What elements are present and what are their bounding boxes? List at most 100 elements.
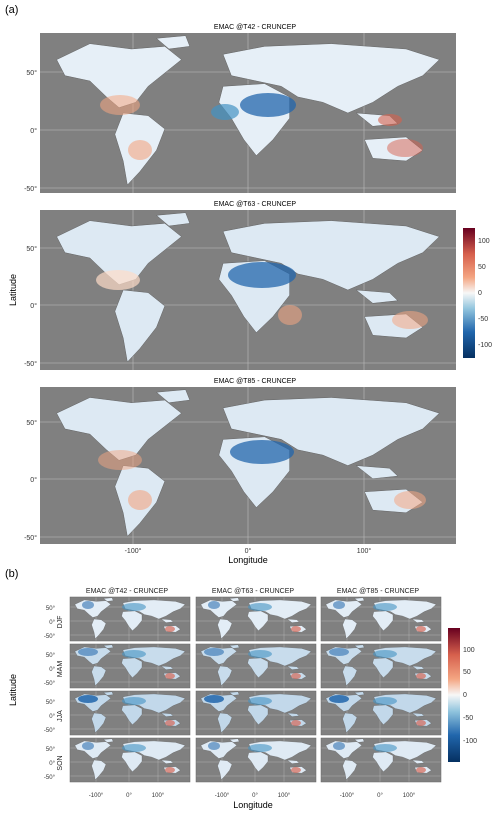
small-map <box>320 643 442 689</box>
map-border <box>69 596 191 642</box>
anomaly-patch <box>416 673 426 679</box>
svg-text:-100: -100 <box>463 738 477 745</box>
svg-text:50°: 50° <box>26 245 37 253</box>
anomaly-patch <box>329 648 349 656</box>
anomaly-patch <box>291 673 301 679</box>
svg-text:0°: 0° <box>30 302 37 310</box>
anomaly-patch <box>82 742 94 750</box>
map-title: EMAC @T42 - CRUNCEP <box>214 24 297 31</box>
small-map <box>195 737 317 783</box>
svg-text:-50°: -50° <box>24 360 37 368</box>
map-border <box>195 596 317 642</box>
svg-text:EMAC @T85 - CRUNCEP: EMAC @T85 - CRUNCEP <box>337 588 420 595</box>
small-map <box>69 690 191 736</box>
anomaly-patch <box>333 601 345 609</box>
small-map <box>69 643 191 689</box>
svg-text:0: 0 <box>463 692 467 699</box>
map-border <box>320 690 442 736</box>
map-t85: EMAC @T85 - CRUNCEP <box>40 378 456 544</box>
svg-text:50°: 50° <box>46 747 56 753</box>
svg-text:0°: 0° <box>49 620 55 626</box>
svg-text:-50°: -50° <box>44 775 56 781</box>
svg-text:-100: -100 <box>478 342 492 349</box>
anomaly-patch <box>373 603 397 611</box>
svg-text:-50°: -50° <box>24 185 37 193</box>
svg-text:100°: 100° <box>403 793 416 799</box>
svg-text:EMAC @T63 - CRUNCEP: EMAC @T63 - CRUNCEP <box>212 588 295 595</box>
svg-text:0°: 0° <box>126 793 132 799</box>
anomaly-patches <box>96 262 428 329</box>
svg-text:0°: 0° <box>245 547 252 555</box>
map-border <box>69 690 191 736</box>
map-border <box>69 737 191 783</box>
anomaly-patch <box>122 603 146 611</box>
svg-text:50°: 50° <box>46 653 56 659</box>
panel-b-colorbar: 100 50 0 -50 -100 <box>448 628 477 762</box>
panel-b-xlabel: Longitude <box>233 800 273 810</box>
small-map <box>195 596 317 642</box>
svg-text:50°: 50° <box>26 69 37 77</box>
panel-b-ylabel: Latitude <box>8 674 18 706</box>
anomaly-patches <box>100 93 423 160</box>
anomaly-patch <box>78 648 98 656</box>
anomaly-patch <box>165 673 175 679</box>
panel-b-y-ticks: 50° 0° -50° 50° 0° -50° 50° 0° -50° 50° 0° -50° <box>44 606 56 781</box>
map-t63: EMAC @T63 - CRUNCEP <box>40 201 456 370</box>
svg-text:50°: 50° <box>46 606 56 612</box>
panel-a-colorbar: 100 50 0 -50 -100 <box>463 228 492 358</box>
anomaly-patch <box>291 626 301 632</box>
svg-text:0°: 0° <box>377 793 383 799</box>
svg-text:-50°: -50° <box>44 634 56 640</box>
svg-text:50: 50 <box>478 264 486 271</box>
svg-text:-100°: -100° <box>89 793 104 799</box>
svg-text:50: 50 <box>463 669 471 676</box>
map-border <box>195 643 317 689</box>
anomaly-patch <box>416 720 426 726</box>
small-map <box>69 737 191 783</box>
svg-text:0°: 0° <box>49 667 55 673</box>
anomaly-patch <box>208 742 220 750</box>
anomaly-patch <box>291 767 301 773</box>
map-border <box>320 737 442 783</box>
anomaly-patch <box>416 767 426 773</box>
anomaly-patch <box>416 626 426 632</box>
anomaly-patch <box>165 767 175 773</box>
anomaly-patch <box>165 720 175 726</box>
svg-text:-100°: -100° <box>125 547 142 555</box>
svg-text:EMAC @T42 - CRUNCEP: EMAC @T42 - CRUNCEP <box>86 588 169 595</box>
anomaly-patch <box>291 720 301 726</box>
svg-text:50°: 50° <box>46 700 56 706</box>
anomaly-patches <box>98 440 426 510</box>
panel-a-ylabel: Latitude <box>8 274 18 306</box>
panel-a-xlabel: Longitude <box>228 555 268 565</box>
svg-text:100°: 100° <box>152 793 165 799</box>
panel-a-y-ticks: 50° 0° -50° 50° 0° -50° 50° 0° -50° <box>24 69 37 542</box>
anomaly-patch <box>248 697 272 705</box>
anomaly-patch <box>373 697 397 705</box>
panel-a-x-ticks: -100° 0° 100° <box>125 547 372 555</box>
anomaly-patch <box>373 744 397 752</box>
anomaly-patch <box>204 695 224 703</box>
svg-text:SON: SON <box>57 755 64 770</box>
map-border <box>320 643 442 689</box>
anomaly-patch <box>122 744 146 752</box>
anomaly-patch <box>329 695 349 703</box>
small-map <box>320 690 442 736</box>
svg-text:-100°: -100° <box>215 793 230 799</box>
panel-b-row-labels: DJF MAM JJA SON <box>57 616 64 771</box>
svg-text:100°: 100° <box>357 547 372 555</box>
svg-text:0°: 0° <box>252 793 258 799</box>
svg-text:MAM: MAM <box>57 661 64 678</box>
svg-text:-50°: -50° <box>24 534 37 542</box>
panel-b-grid <box>69 596 442 783</box>
small-map <box>195 690 317 736</box>
anomaly-patch <box>122 650 146 658</box>
panel-b-label: (b) <box>5 568 18 580</box>
svg-text:100: 100 <box>478 238 490 245</box>
panel-b-x-ticks: -100° 0° 100° -100° 0° 100° -100° 0° 100° <box>89 793 416 799</box>
small-map <box>320 596 442 642</box>
panel-a-label: (a) <box>5 4 18 16</box>
anomaly-patch <box>208 601 220 609</box>
svg-text:0°: 0° <box>49 714 55 720</box>
anomaly-patch <box>122 697 146 705</box>
